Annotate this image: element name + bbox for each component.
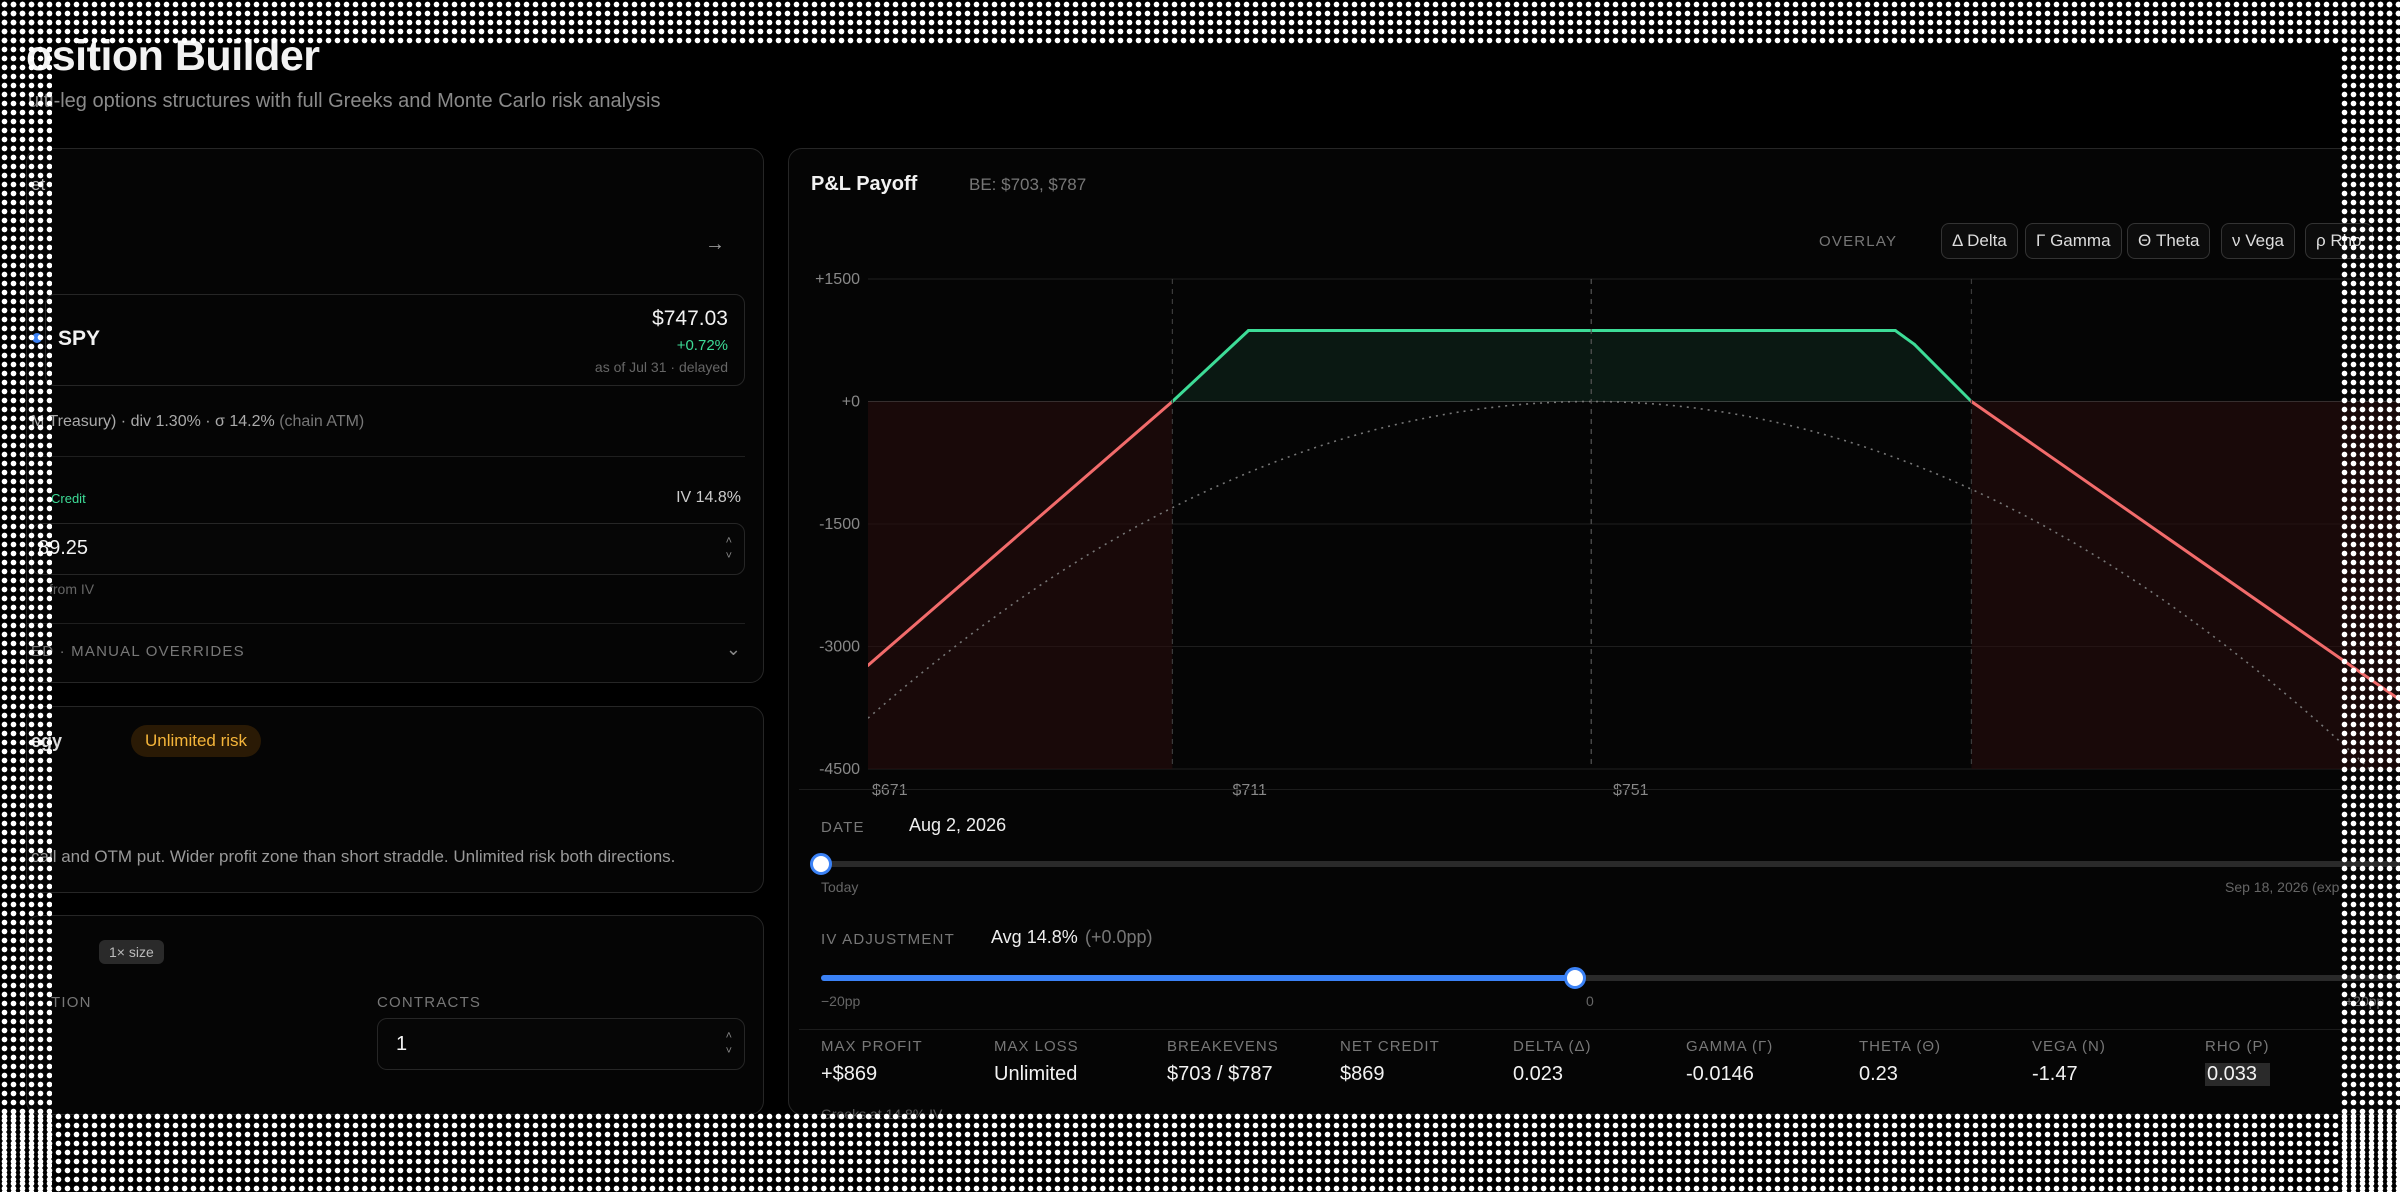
size-card: 1× size TION CONTRACTS 1 ˄ ˅ [26, 915, 764, 1115]
y-tick-label: -4500 [819, 761, 860, 778]
strategy-section-label: egy [31, 731, 63, 751]
contracts-stepper[interactable]: ˄ ˅ [725, 1030, 732, 1057]
date-start: Today [821, 879, 859, 895]
payoff-chart[interactable]: +1500 +0 -1500 -3000 -4500 $671 $711 $751 [789, 259, 2400, 929]
market-card: et → SPY $747.03 +0.72% as of Jul 31 · d… [26, 148, 764, 683]
iv-slider-fill [821, 975, 1575, 981]
stat-max-profit: MAX PROFIT +$869 [821, 1038, 923, 1085]
payoff-loss-right [1969, 400, 2400, 702]
iv-adjust-label: IV ADJUSTMENT [821, 931, 955, 948]
overlay-label: OVERLAY [1819, 233, 1898, 250]
contracts-label: CONTRACTS [377, 994, 482, 1011]
overlay-gamma-button[interactable]: Γ Gamma [2025, 223, 2122, 259]
iv-label: IV 14.8% [676, 489, 741, 506]
overlay-theta-button[interactable]: Θ Theta [2127, 223, 2211, 259]
chevron-down-icon: ⌄ [725, 639, 741, 659]
date-value: Aug 2, 2026 [909, 815, 1007, 835]
arrow-right-icon[interactable]: → [705, 233, 725, 255]
stat-net-credit: NET CREDIT $869 [1340, 1038, 1440, 1085]
divider [27, 623, 745, 624]
y-tick-label: +1500 [815, 271, 860, 288]
stat-breakevens: BREAKEVENS $703 / $787 [1167, 1038, 1279, 1085]
contracts-input[interactable]: 1 ˄ ˅ [377, 1018, 745, 1070]
chart-title: P&L Payoff [811, 173, 918, 195]
date-end: Sep 18, 2026 (exp [2225, 879, 2340, 895]
premium-stepper[interactable]: ˄ ˅ [725, 535, 732, 562]
date-slider-track[interactable] [821, 861, 2400, 867]
ticker-card[interactable]: SPY $747.03 +0.72% as of Jul 31 · delaye… [32, 294, 745, 386]
divider [27, 456, 745, 457]
divider [799, 789, 2400, 790]
payoff-profit-fall [1912, 342, 1973, 403]
overlay-rho-button[interactable]: ρ Rho [2305, 223, 2373, 259]
stat-delta: DELTA (Δ) 0.023 [1513, 1038, 1592, 1085]
y-tick-label: -3000 [819, 639, 860, 656]
page-subtitle: ulti-leg options structures with full Gr… [28, 90, 661, 112]
payoff-profit-rise [1170, 329, 1250, 403]
risk-badge: Unlimited risk [131, 725, 262, 757]
payoff-profit-fall [1893, 329, 1916, 346]
today-pnl-curve [868, 400, 2371, 769]
divider [799, 1029, 2400, 1030]
stat-theta: THETA (Θ) 0.23 [1859, 1038, 1942, 1085]
payoff-loss-left [868, 400, 1174, 667]
iv-max: +20pp [2345, 993, 2385, 1009]
iv-slider-track[interactable] [821, 975, 2400, 981]
size-badge: 1× size [99, 940, 164, 964]
direction-label: TION [51, 994, 92, 1011]
live-dot-icon [32, 333, 42, 343]
y-tick-label: -1500 [819, 516, 860, 533]
iv-mid: 0 [1586, 993, 1594, 1009]
page-title: osition Builder [26, 32, 320, 80]
rate-line: M Treasury) · div 1.30% · σ 14.2% (chain… [31, 413, 364, 431]
breakevens-label: BE: $703, $787 [969, 175, 1087, 194]
ticker-price: $747.03 [652, 307, 728, 330]
ticker-change: +0.72% [676, 337, 728, 354]
stat-max-loss: MAX LOSS Unlimited [994, 1038, 1079, 1085]
x-tick-label: $751 [1613, 782, 1649, 799]
loss-zone-right [1971, 401, 2400, 769]
credit-tag: Credit [51, 491, 86, 506]
x-tick-label: $671 [872, 782, 908, 799]
premium-input[interactable]: 89.25 ˄ ˅ [31, 523, 745, 575]
greeks-footnote: Greeks at 14.8% IV [821, 1106, 943, 1122]
contracts-value: 1 [396, 1033, 408, 1055]
overrides-toggle[interactable]: ED · MANUAL OVERRIDES ⌄ [31, 639, 745, 669]
halftone-frame-bottom [0, 1112, 2400, 1192]
loss-zone-left [868, 401, 1173, 769]
halftone-frame-top [0, 0, 2400, 46]
strategy-description: call and OTM put. Wider profit zone than… [31, 847, 676, 866]
y-tick-label: +0 [842, 394, 860, 411]
stat-gamma: GAMMA (Γ) -0.0146 [1686, 1038, 1774, 1085]
premium-value: 89.25 [38, 537, 89, 559]
premium-hint: from IV [49, 581, 95, 597]
payoff-panel: P&L Payoff BE: $703, $787 OVERLAY Δ Delt… [788, 148, 2400, 1115]
strategy-card: egy Unlimited risk call and OTM put. Wid… [26, 706, 764, 893]
market-section-label: et [31, 175, 46, 194]
rate-line-main: M Treasury) · div 1.30% · σ 14.2% [31, 413, 275, 430]
iv-slider-thumb[interactable] [1564, 967, 1586, 989]
iv-adjust-delta: (+0.0pp) [1085, 927, 1153, 947]
date-label: DATE [821, 819, 865, 836]
profit-zone [1172, 330, 1972, 402]
x-tick-label: $711 [1232, 782, 1267, 799]
rate-line-chain: (chain ATM) [279, 413, 365, 430]
overrides-label: ED · MANUAL OVERRIDES [31, 643, 245, 660]
iv-min: −20pp [821, 993, 861, 1009]
overlay-delta-button[interactable]: Δ Delta [1941, 223, 2018, 259]
date-slider-thumb[interactable] [810, 853, 832, 875]
ticker-asof: as of Jul 31 · delayed [594, 359, 728, 375]
overlay-vega-button[interactable]: ν Vega [2221, 223, 2295, 259]
stat-vega: VEGA (Ν) -1.47 [2032, 1038, 2106, 1085]
iv-adjust-value: Avg 14.8% [991, 927, 1078, 947]
ticker-symbol: SPY [58, 327, 101, 350]
stat-rho: RHO (Ρ) 0.033 [2205, 1038, 2270, 1086]
